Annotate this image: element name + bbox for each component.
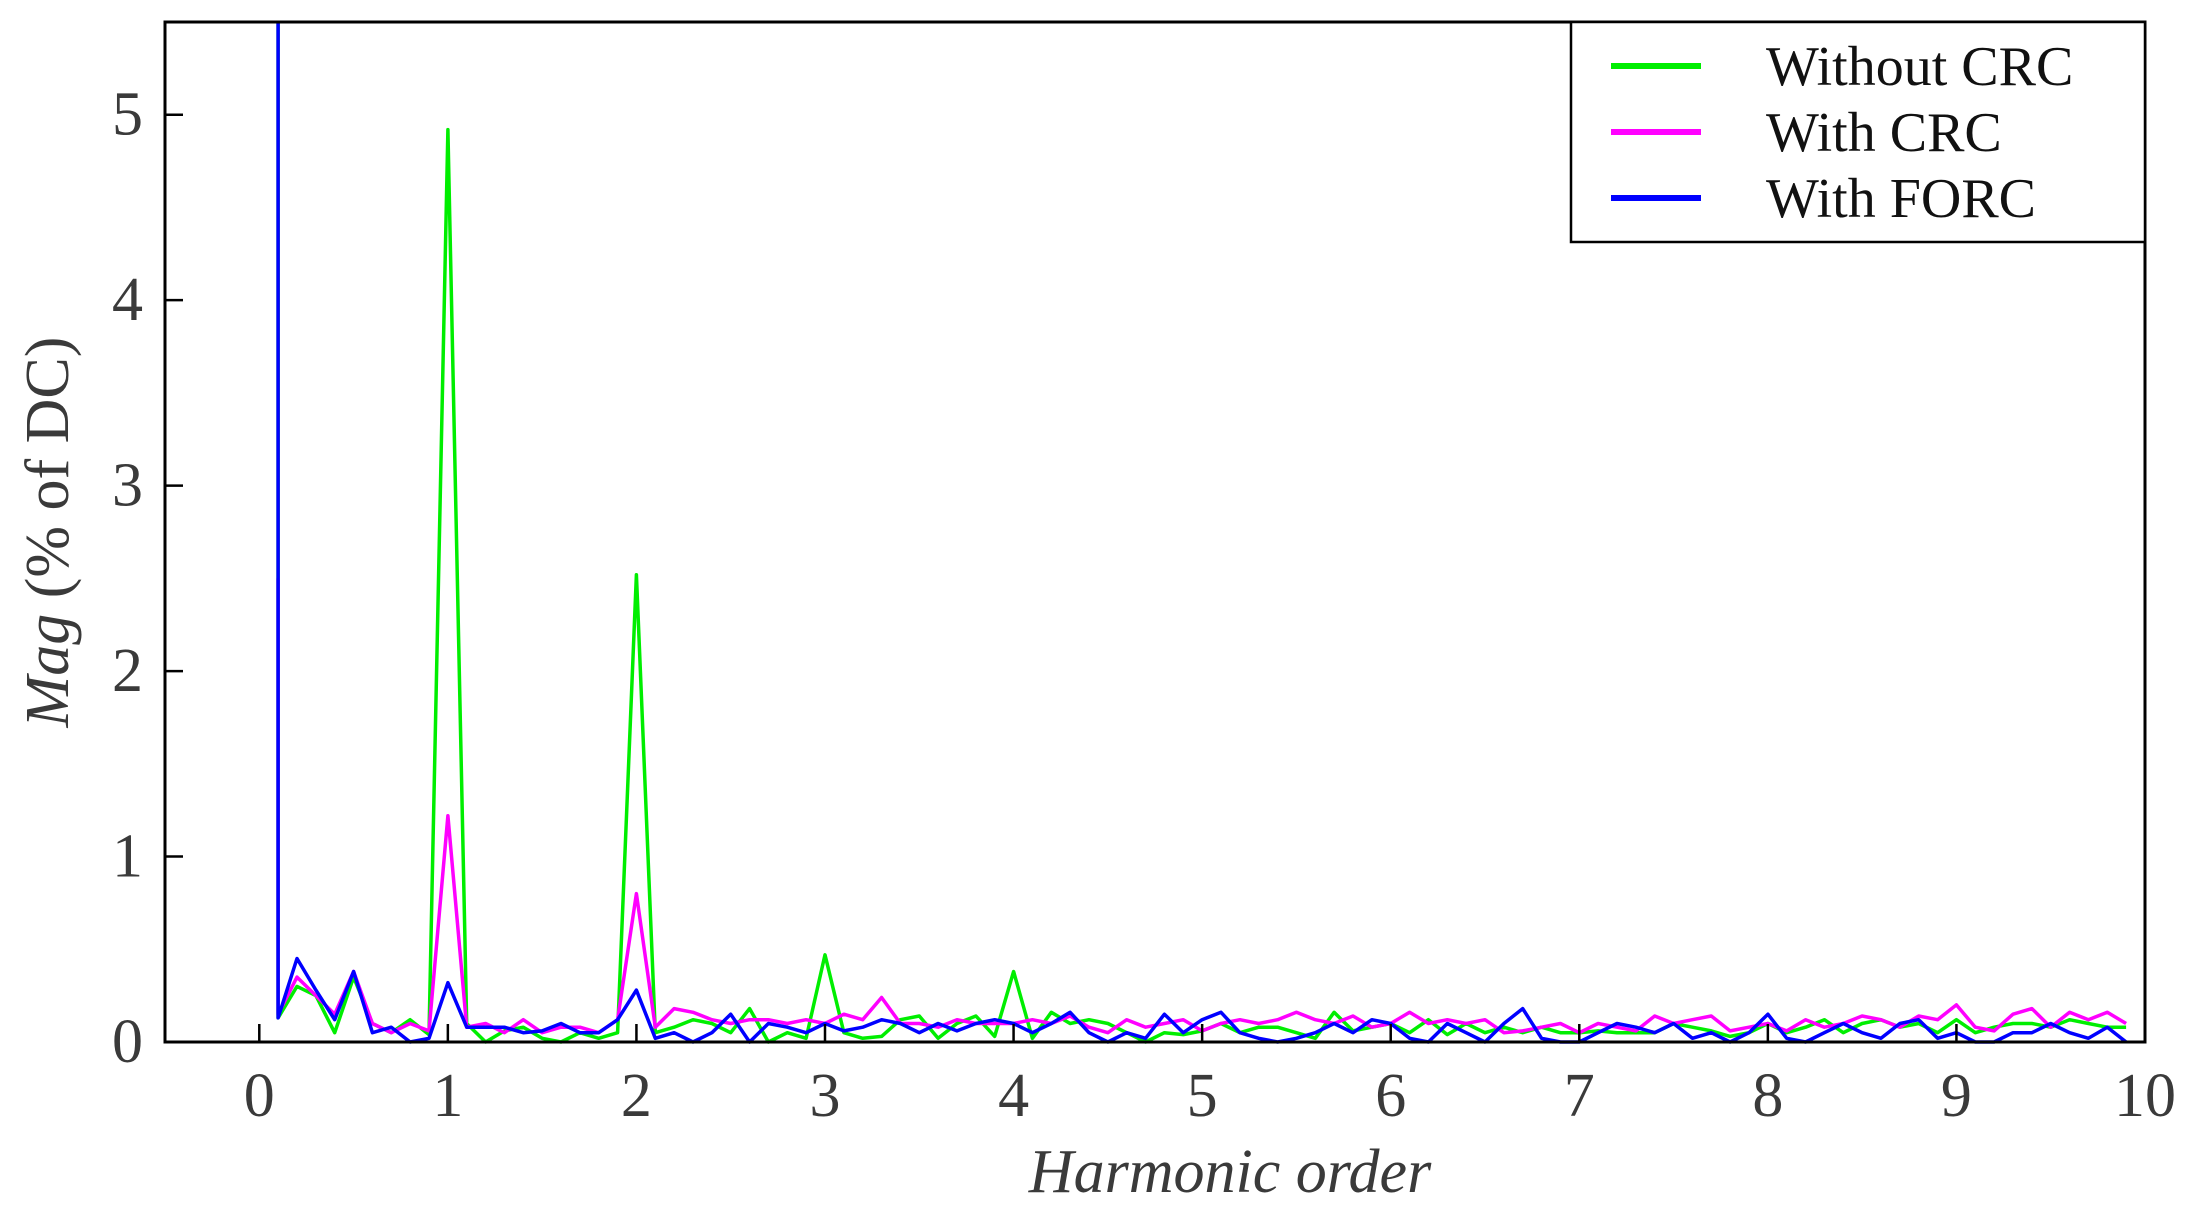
x-axis-title: Harmonic order (1028, 1138, 1432, 1206)
legend-label-without-crc: Without CRC (1766, 36, 2073, 98)
x-tick-label-2: 2 (621, 1062, 652, 1130)
series-line-with-forc (276, 22, 2128, 1044)
y-tick-label-4: 4 (112, 266, 143, 334)
y-axis-title-rest: (% of DC) (14, 337, 82, 614)
y-tick-label-0: 0 (112, 1008, 143, 1076)
x-tick-label-6: 6 (1375, 1062, 1406, 1130)
y-tick-label-1: 1 (112, 823, 143, 891)
y-axis-title-italic: Mag (14, 614, 82, 729)
y-axis-title: Mag (% of DC) (14, 337, 82, 729)
y-tick-label-2: 2 (112, 637, 143, 705)
x-tick-label-10: 10 (2114, 1062, 2176, 1130)
x-tick-label-9: 9 (1941, 1062, 1972, 1130)
x-tick-label-5: 5 (1187, 1062, 1218, 1130)
x-tick-label-4: 4 (998, 1062, 1029, 1130)
x-tick-label-0: 0 (244, 1062, 275, 1130)
series-layer (276, 22, 2128, 1044)
y-tick-label-3: 3 (112, 452, 143, 520)
legend-label-with-crc: With CRC (1766, 102, 2002, 164)
x-tick-label-3: 3 (810, 1062, 841, 1130)
x-tick-label-8: 8 (1752, 1062, 1783, 1130)
y-tick-label-5: 5 (112, 81, 143, 149)
x-tick-label-7: 7 (1564, 1062, 1595, 1130)
tick-layer: 0 1 2 3 4 5 6 7 8 9 10 0 1 2 3 4 5 (112, 81, 2176, 1130)
x-tick-label-1: 1 (432, 1062, 463, 1130)
plot-frame (163, 20, 2147, 1044)
legend-label-with-forc: With FORC (1766, 168, 2036, 230)
